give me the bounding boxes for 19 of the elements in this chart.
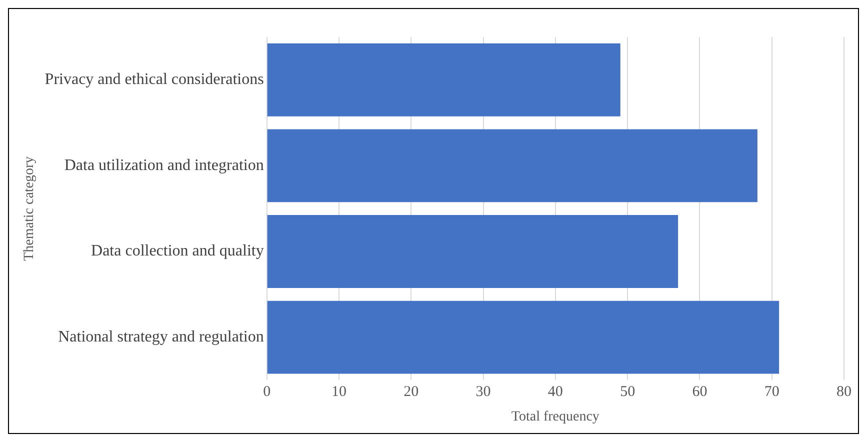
y-tick-label: Data collection and quality: [91, 242, 264, 260]
x-tick-label: 20: [404, 384, 419, 400]
y-axis-title: Thematic category: [22, 156, 38, 261]
y-tick-label: Privacy and ethical considerations: [44, 71, 264, 88]
x-tick-label: 70: [764, 384, 780, 400]
x-tick-label: 40: [548, 384, 563, 400]
bar: [267, 215, 678, 288]
bar: [267, 43, 620, 116]
x-tick-label: 10: [331, 384, 346, 400]
bar: [267, 300, 780, 374]
x-tick-label: 30: [476, 384, 491, 400]
y-tick-label: National strategy and regulation: [58, 328, 264, 346]
bar: [267, 129, 758, 202]
x-axis-title: Total frequency: [511, 409, 600, 424]
x-tick-label: 50: [620, 384, 636, 400]
x-tick-label: 60: [692, 384, 708, 400]
x-tick-label: 0: [263, 384, 271, 400]
y-tick-label: Data utilization and integration: [64, 156, 264, 174]
x-tick-label: 80: [836, 384, 852, 400]
